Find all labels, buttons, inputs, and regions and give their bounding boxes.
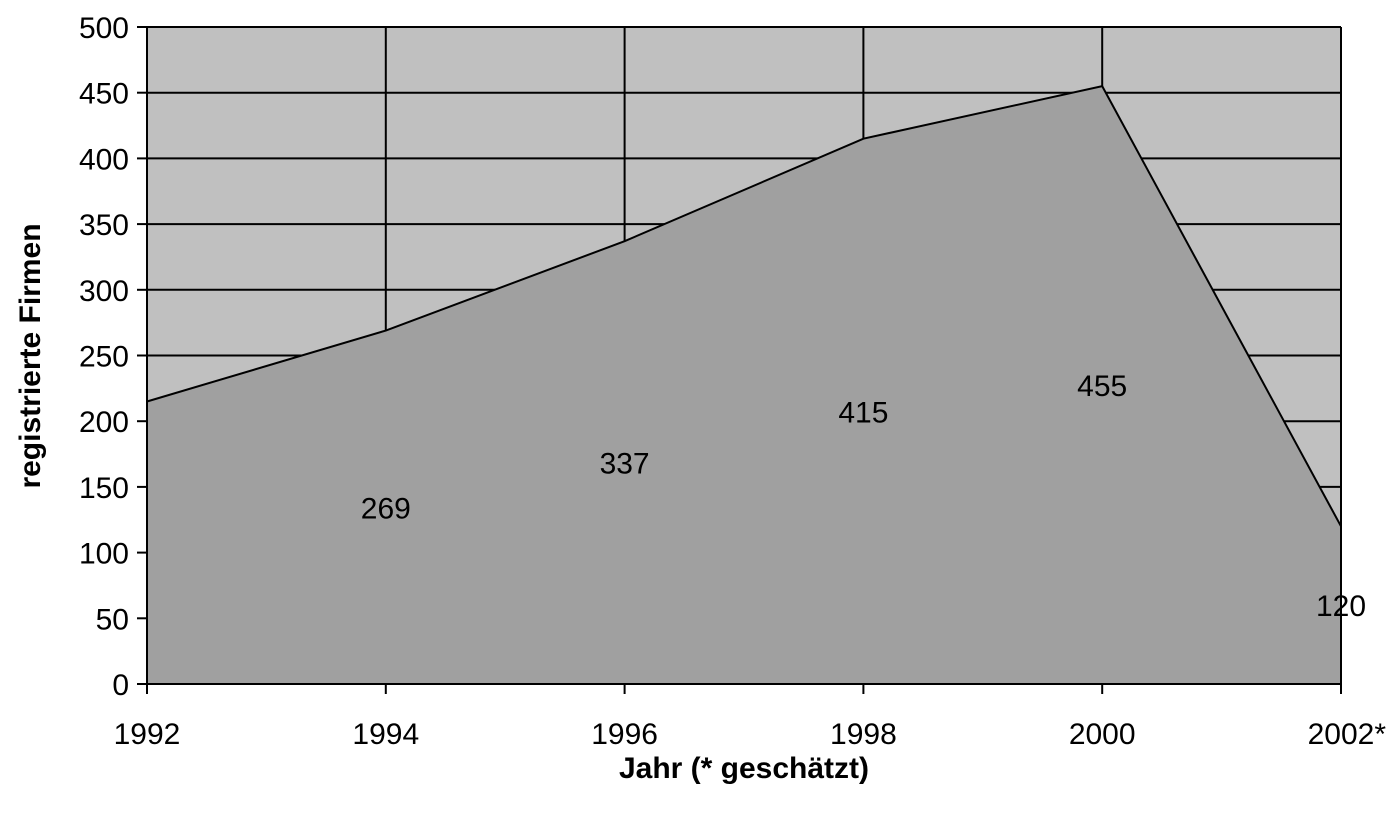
y-tick-label-1: 50 xyxy=(96,603,129,636)
data-label-4: 455 xyxy=(1077,370,1127,403)
data-label-2: 337 xyxy=(600,448,650,481)
area-series-line xyxy=(146,84,1342,527)
y-tick-labels: 0 50 100 150 200 250 300 350 400 450 500 xyxy=(79,12,129,702)
data-labels: 269 337 415 455 120 xyxy=(361,370,1366,623)
x-tick-label-4: 2000 xyxy=(1069,718,1136,751)
y-tick-label-4: 200 xyxy=(79,406,129,439)
y-tick-label-7: 350 xyxy=(79,209,129,242)
x-tick-label-2: 1996 xyxy=(591,718,658,751)
x-axis-title: Jahr (* geschätzt) xyxy=(619,752,869,785)
axes xyxy=(137,26,1342,694)
x-tick-labels: 1992 1994 1996 1998 2000 2002* xyxy=(114,718,1387,751)
y-tick-label-0: 0 xyxy=(112,669,129,702)
y-tick-label-2: 100 xyxy=(79,538,129,571)
x-tick-label-1: 1994 xyxy=(352,718,419,751)
y-tick-label-3: 150 xyxy=(79,472,129,505)
data-label-1: 269 xyxy=(361,492,411,525)
y-tick-label-6: 300 xyxy=(79,275,129,308)
data-label-5: 120 xyxy=(1316,590,1366,623)
x-tick-label-5: 2002* xyxy=(1308,718,1387,751)
y-tick-label-10: 500 xyxy=(79,12,129,45)
area-series xyxy=(147,86,1341,684)
y-axis-title: registrierte Firmen xyxy=(14,223,47,488)
x-tick-label-3: 1998 xyxy=(830,718,897,751)
y-tick-label-5: 250 xyxy=(79,341,129,374)
data-label-3: 415 xyxy=(838,396,888,429)
y-tick-label-8: 400 xyxy=(79,143,129,176)
x-tick-label-0: 1992 xyxy=(114,718,181,751)
y-tick-label-9: 450 xyxy=(79,78,129,111)
